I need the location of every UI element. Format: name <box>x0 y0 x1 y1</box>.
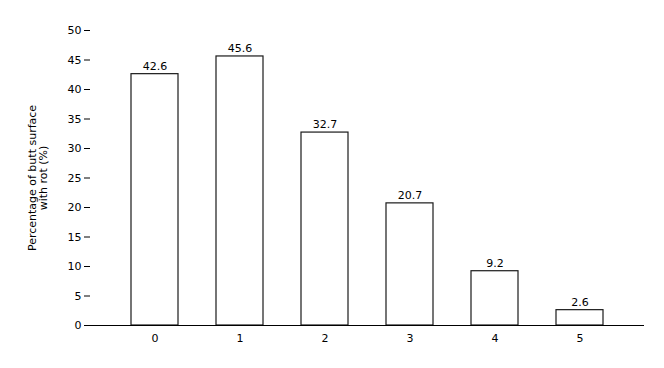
svg-text:0: 0 <box>75 319 82 332</box>
svg-text:9.2: 9.2 <box>486 257 504 270</box>
svg-text:2: 2 <box>322 332 329 345</box>
svg-text:40: 40 <box>68 83 82 96</box>
svg-text:45: 45 <box>68 54 82 67</box>
svg-text:3: 3 <box>407 332 414 345</box>
svg-text:45.6: 45.6 <box>228 42 253 55</box>
svg-text:15: 15 <box>68 231 82 244</box>
svg-text:2.6: 2.6 <box>571 296 589 309</box>
svg-text:42.6: 42.6 <box>143 60 168 73</box>
svg-text:Percentage of butt surfacewith: Percentage of butt surfacewith rot (%) <box>26 105 50 251</box>
svg-text:25: 25 <box>68 172 82 185</box>
svg-text:5: 5 <box>75 290 82 303</box>
svg-text:20.7: 20.7 <box>398 189 423 202</box>
svg-text:1: 1 <box>237 332 244 345</box>
svg-text:50: 50 <box>68 24 82 37</box>
svg-text:32.7: 32.7 <box>313 118 338 131</box>
svg-text:20: 20 <box>68 201 82 214</box>
svg-text:35: 35 <box>68 113 82 126</box>
svg-text:10: 10 <box>68 260 82 273</box>
svg-text:5: 5 <box>577 332 584 345</box>
svg-text:4: 4 <box>492 332 499 345</box>
svg-text:30: 30 <box>68 142 82 155</box>
svg-text:0: 0 <box>152 332 159 345</box>
